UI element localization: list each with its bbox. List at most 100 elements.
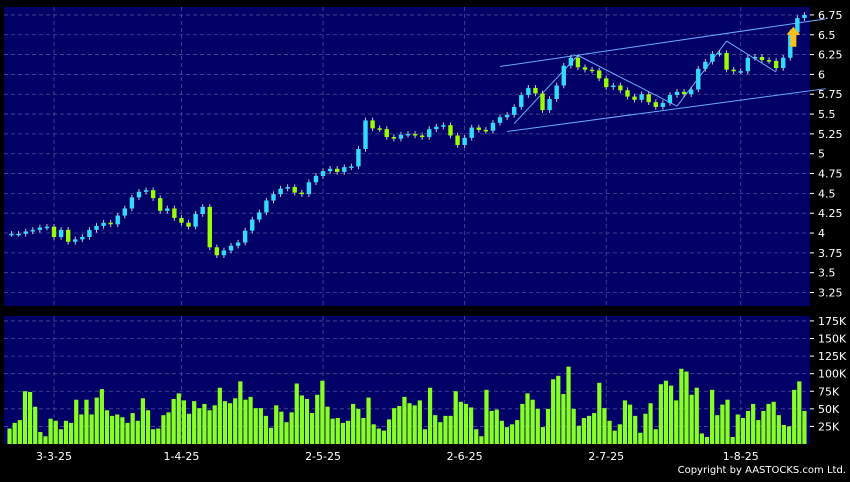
candle-body xyxy=(30,229,35,232)
price-tick-label: 6.75 xyxy=(818,9,843,22)
volume-bar xyxy=(335,417,340,444)
volume-bar xyxy=(412,405,417,444)
volume-bar xyxy=(751,403,756,444)
volume-bar xyxy=(525,393,530,444)
price-tick-label: 5.75 xyxy=(818,88,843,101)
volume-bar xyxy=(110,415,115,444)
candle-body xyxy=(738,71,743,73)
candle-body xyxy=(752,56,758,59)
candle-body xyxy=(483,129,489,132)
candle-body xyxy=(674,91,680,96)
volume-bar xyxy=(438,422,443,444)
volume-bar xyxy=(130,413,135,444)
volume-bar xyxy=(340,422,345,444)
volume-bar xyxy=(679,368,684,444)
candle-body xyxy=(16,233,21,236)
volume-bar xyxy=(171,398,176,444)
volume-bar xyxy=(381,430,387,444)
candle-body xyxy=(136,191,142,198)
candle-body xyxy=(646,94,651,103)
candle-body xyxy=(582,67,588,70)
candle-body xyxy=(250,219,255,231)
candle-body xyxy=(773,60,779,69)
volume-bar xyxy=(48,418,53,444)
candle-body xyxy=(596,70,602,79)
volume-series xyxy=(7,366,807,444)
candle-body xyxy=(688,89,694,95)
candle-body xyxy=(292,187,297,193)
candle-body xyxy=(370,120,375,129)
price-tick-label: 5.5 xyxy=(818,108,836,121)
volume-bar xyxy=(545,408,551,444)
candle-body xyxy=(23,231,28,234)
candle-body xyxy=(441,125,446,127)
candle-body xyxy=(122,208,128,216)
volume-bar xyxy=(69,422,74,444)
volume-bar xyxy=(325,406,330,444)
volume-bar xyxy=(720,404,725,444)
volume-bar xyxy=(597,382,602,444)
candle-body xyxy=(766,60,772,62)
volume-bar xyxy=(669,385,674,444)
candle-body xyxy=(589,69,595,72)
price-tick-label: 3.25 xyxy=(818,287,843,300)
volume-bar xyxy=(694,387,699,444)
volume-bar xyxy=(756,420,761,444)
volume-tick-label: 25K xyxy=(818,420,840,433)
candle-body xyxy=(405,133,411,136)
volume-bar xyxy=(489,410,494,444)
volume-bar xyxy=(581,417,587,444)
price-tick-label: 3.5 xyxy=(818,267,836,280)
volume-bar xyxy=(566,366,571,444)
candle-body xyxy=(37,227,43,230)
candle-body xyxy=(696,68,701,90)
volume-bar xyxy=(648,403,653,444)
date-axis: 3-3-25 1-4-25 2-5-25 2-6-25 2-7-25 1-8-25 xyxy=(36,450,759,463)
candle-body xyxy=(412,133,418,136)
volume-bar xyxy=(151,429,156,444)
volume-bar xyxy=(89,414,94,444)
date-tick-label: 2-6-25 xyxy=(447,450,483,463)
candle-body xyxy=(65,229,71,242)
volume-tick-label: 150K xyxy=(818,333,847,346)
candle-body xyxy=(653,102,658,107)
candle-body xyxy=(568,57,574,66)
volume-bar xyxy=(238,381,243,444)
volume-bar xyxy=(551,379,556,444)
candle-body xyxy=(540,93,545,111)
candle-body xyxy=(618,85,623,91)
price-panel xyxy=(4,7,810,306)
volume-bar xyxy=(704,436,710,444)
candle-body xyxy=(427,129,432,138)
volume-bar xyxy=(58,429,63,444)
candle-body xyxy=(759,56,765,61)
candle-body xyxy=(497,117,503,123)
volume-bar xyxy=(366,397,371,444)
candle-body xyxy=(172,208,177,218)
candle-body xyxy=(186,222,191,227)
volume-bar xyxy=(797,381,802,444)
volume-bar xyxy=(484,389,489,444)
volume-bar xyxy=(571,408,576,444)
volume-bar xyxy=(192,401,197,444)
candle-body xyxy=(526,87,531,96)
price-tick-label: 4.75 xyxy=(818,168,843,181)
date-tick-label: 2-7-25 xyxy=(588,450,624,463)
trend-channel xyxy=(499,18,826,133)
volume-bar xyxy=(463,403,469,444)
volume-bar xyxy=(315,394,320,444)
volume-tick-label: 175K xyxy=(818,315,847,328)
candle-body xyxy=(94,225,99,230)
volume-bar xyxy=(156,428,161,444)
volume-bar xyxy=(633,415,638,444)
candle-body xyxy=(356,148,361,167)
volume-bar xyxy=(576,425,581,444)
candle-body xyxy=(512,106,517,115)
volume-axis: 175K 150K 125K 100K 75K 50K 25K xyxy=(810,315,847,433)
candle-body xyxy=(547,99,552,111)
volume-bar xyxy=(27,391,33,444)
breakout-arrow-icon xyxy=(786,26,801,47)
volume-bar xyxy=(33,406,38,444)
candle-body xyxy=(264,200,269,213)
volume-bar xyxy=(299,395,304,444)
